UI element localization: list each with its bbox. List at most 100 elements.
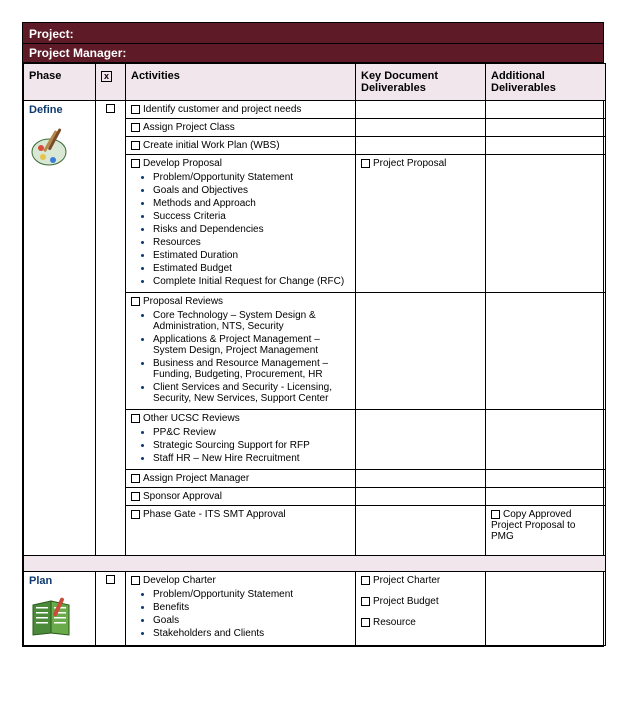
checkbox-icon <box>131 576 140 585</box>
phase-checkbox-cell <box>96 572 126 646</box>
activity-cell: Develop Proposal Problem/Opportunity Stat… <box>126 155 356 293</box>
activity-cell: Create initial Work Plan (WBS) <box>126 137 356 155</box>
phase-spacer <box>24 556 606 572</box>
checkbox-marked-icon: x <box>101 71 112 82</box>
checkbox-icon <box>491 510 500 519</box>
checkbox-icon <box>361 159 370 168</box>
col-activities: Activities <box>126 64 356 101</box>
activity-label: Assign Project Manager <box>143 473 249 484</box>
key-deliverable-cell <box>356 470 486 488</box>
bullet-item: Methods and Approach <box>153 198 350 209</box>
checkbox-icon <box>131 474 140 483</box>
bullet-item: Goals <box>153 615 350 626</box>
bullet-item: Success Criteria <box>153 211 350 222</box>
additional-deliverable-cell: Copy Approved Project Proposal to PMG <box>486 506 606 556</box>
header-pm: Project Manager: <box>23 44 603 63</box>
additional-deliverable-cell <box>486 488 606 506</box>
additional-deliverable-cell <box>486 155 606 293</box>
activity-label: Develop Charter <box>143 575 216 586</box>
activity-cell: Develop Charter Problem/Opportunity State… <box>126 572 356 646</box>
key-deliverable-cell <box>356 410 486 470</box>
checkbox-icon <box>131 159 140 168</box>
checkbox-icon <box>361 618 370 627</box>
activity-label: Proposal Reviews <box>143 296 223 307</box>
additional-deliverable-cell <box>486 293 606 410</box>
bullet-item: Applications & Project Management – Syst… <box>153 334 350 356</box>
additional-deliverable-cell <box>486 572 606 646</box>
key-deliverable-cell <box>356 101 486 119</box>
phase-name: Define <box>29 104 90 116</box>
additional-deliverable-cell <box>486 410 606 470</box>
bullet-item: Risks and Dependencies <box>153 224 350 235</box>
bullet-item: Goals and Objectives <box>153 185 350 196</box>
checkbox-icon <box>131 492 140 501</box>
activity-cell: Sponsor Approval <box>126 488 356 506</box>
bullet-item: Resources <box>153 237 350 248</box>
checkbox-icon <box>131 141 140 150</box>
activity-cell: Proposal Reviews Core Technology – System… <box>126 293 356 410</box>
activity-bullets: Problem/Opportunity StatementBenefitsGoa… <box>131 589 350 639</box>
key-deliverable-cell <box>356 293 486 410</box>
deliverable-item: Project Charter <box>361 575 480 586</box>
header-project: Project: <box>23 23 603 44</box>
activity-label: Assign Project Class <box>143 122 235 133</box>
phase-name: Plan <box>29 575 90 587</box>
phase-cell: Plan <box>24 572 96 646</box>
table-row: Define Identify customer and project need… <box>24 101 606 119</box>
phase-cell: Define <box>24 101 96 556</box>
key-deliverable-cell: Project Charter Project Budget Resource <box>356 572 486 646</box>
bullet-item: Client Services and Security - Licensing… <box>153 382 350 404</box>
checkbox-icon <box>131 123 140 132</box>
key-deliverable-cell: Project Proposal <box>356 155 486 293</box>
phase-checkbox-cell <box>96 101 126 556</box>
activity-bullets: Problem/Opportunity Statement Goals and O… <box>131 172 350 287</box>
activity-label: Identify customer and project needs <box>143 104 301 115</box>
deliverable-item: Resource <box>361 617 480 628</box>
bullet-item: Staff HR – New Hire Recruitment <box>153 453 350 464</box>
bullet-item: Stakeholders and Clients <box>153 628 350 639</box>
checkbox-icon <box>361 576 370 585</box>
document-container: Project: Project Manager: Phase x Activi… <box>22 22 604 647</box>
checkbox-icon <box>106 104 115 113</box>
deliverable-item: Project Budget <box>361 596 480 607</box>
bullet-item: Estimated Budget <box>153 263 350 274</box>
table-header-row: Phase x Activities Key Document Delivera… <box>24 64 606 101</box>
activity-cell: Phase Gate - ITS SMT Approval <box>126 506 356 556</box>
palette-icon <box>29 126 75 170</box>
checkbox-icon <box>131 105 140 114</box>
bullet-item: Core Technology – System Design & Admini… <box>153 310 350 332</box>
bullet-item: Complete Initial Request for Change (RFC… <box>153 276 350 287</box>
planner-icon <box>29 597 75 639</box>
bullet-item: Strategic Sourcing Support for RFP <box>153 440 350 451</box>
activity-label: Other UCSC Reviews <box>143 413 240 424</box>
activity-label: Create initial Work Plan (WBS) <box>143 140 280 151</box>
activity-bullets: PP&C Review Strategic Sourcing Support fo… <box>131 427 350 464</box>
checkbox-icon <box>106 575 115 584</box>
key-deliverable-cell <box>356 119 486 137</box>
additional-deliverable-cell <box>486 470 606 488</box>
bullet-item: Benefits <box>153 602 350 613</box>
bullet-item: Problem/Opportunity Statement <box>153 172 350 183</box>
deliverable-item: Copy Approved Project Proposal to PMG <box>491 509 600 542</box>
bullet-item: Estimated Duration <box>153 250 350 261</box>
bullet-item: PP&C Review <box>153 427 350 438</box>
deliverable-item: Project Proposal <box>361 158 480 169</box>
table-row: Plan Develop Charter Problem/Opportunity S… <box>24 572 606 646</box>
col-key-deliverables: Key Document Deliverables <box>356 64 486 101</box>
additional-deliverable-cell <box>486 101 606 119</box>
activity-label: Phase Gate - ITS SMT Approval <box>143 509 286 520</box>
additional-deliverable-cell <box>486 137 606 155</box>
key-deliverable-cell <box>356 488 486 506</box>
checkbox-icon <box>131 510 140 519</box>
additional-deliverable-cell <box>486 119 606 137</box>
activity-label: Develop Proposal <box>143 158 222 169</box>
activity-cell: Assign Project Class <box>126 119 356 137</box>
key-deliverable-cell <box>356 137 486 155</box>
activity-cell: Assign Project Manager <box>126 470 356 488</box>
col-checkbox: x <box>96 64 126 101</box>
checkbox-icon <box>131 297 140 306</box>
main-table: Phase x Activities Key Document Delivera… <box>23 63 606 646</box>
activity-label: Sponsor Approval <box>143 491 222 502</box>
checkbox-icon <box>361 597 370 606</box>
activity-cell: Other UCSC Reviews PP&C Review Strategic S… <box>126 410 356 470</box>
